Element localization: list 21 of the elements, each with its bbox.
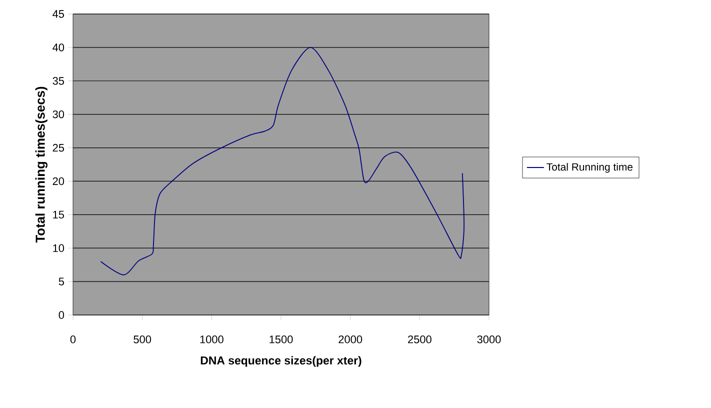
y-tick-label: 25 [52, 144, 64, 152]
y-tick-label: 5 [58, 278, 64, 286]
x-tick-label: 2500 [408, 336, 432, 344]
y-tick-label: 20 [52, 177, 64, 186]
y-axis-title: Total running times(secs) [35, 86, 48, 243]
x-axis-title: DNA sequence sizes(per xter) [200, 356, 362, 367]
x-tick-label: 1000 [200, 336, 224, 344]
line-series [100, 46, 464, 276]
x-tick-label: 500 [134, 336, 152, 344]
y-tick-label: 10 [53, 244, 64, 252]
y-tick-label: 0 [58, 311, 64, 319]
x-tick-label: 3000 [477, 336, 501, 344]
y-tick-label: 15 [53, 210, 64, 218]
x-tick-label: 2000 [338, 336, 362, 344]
y-tick-label: 45 [52, 10, 64, 18]
y-tick-label: 35 [52, 77, 64, 85]
legend-label: Total Running time [546, 162, 633, 173]
x-tick-label: 1500 [270, 336, 293, 344]
y-tick-label: 40 [52, 44, 64, 52]
x-tick-label: 0 [70, 336, 76, 344]
y-tick-label: 30 [52, 110, 64, 118]
